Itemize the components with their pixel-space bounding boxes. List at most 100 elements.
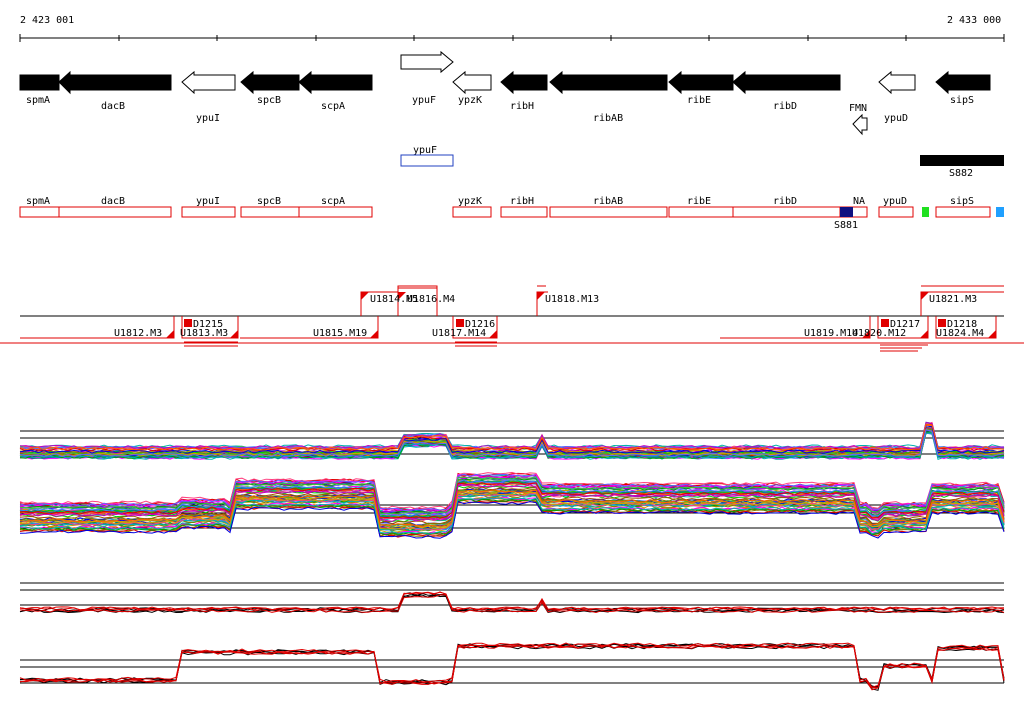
gene-arrow-ypuF[interactable] <box>400 50 454 74</box>
gene-arrow-ribAB[interactable] <box>549 70 668 95</box>
expression-panel-4 <box>19 642 1005 691</box>
annot-label-ribD: ribD <box>773 196 797 207</box>
expression-trace <box>19 489 1005 528</box>
annot-box-sipS[interactable] <box>935 206 991 218</box>
annot-box-ribE[interactable] <box>668 206 734 218</box>
annot-box-ribD[interactable] <box>732 206 841 218</box>
expression-trace <box>19 591 1005 611</box>
feature-label-S882: S882 <box>949 168 973 179</box>
expression-trace <box>19 479 1005 517</box>
transcript-label-U1821: U1821.M3 <box>929 294 977 305</box>
gene-label-ypzK: ypzK <box>458 95 482 106</box>
annot-box-spmA[interactable] <box>19 206 60 218</box>
gene-label-ribE: ribE <box>687 95 711 106</box>
annot-label-NA: NA <box>853 196 865 207</box>
expression-trace <box>19 476 1005 515</box>
gene-arrow-ypuI[interactable] <box>181 70 236 95</box>
gene-arrow-ribE[interactable] <box>668 70 734 95</box>
annot-label-spmA: spmA <box>26 196 50 207</box>
down-label-D1215: D1215 <box>193 319 223 330</box>
annot-marker-navy <box>840 207 853 217</box>
gene-arrow-dacB[interactable] <box>58 70 172 95</box>
transcript-label-U1813: U1813.M3 <box>180 328 228 339</box>
expression-trace <box>19 429 1005 457</box>
expression-trace <box>19 426 1005 454</box>
annot-box-ypzK[interactable] <box>452 206 492 218</box>
gene-arrow-ribH[interactable] <box>500 70 548 95</box>
gene-arrow-spmA[interactable] <box>19 74 60 91</box>
annot-label-ypuD: ypuD <box>883 196 907 207</box>
annot-label-S881: S881 <box>834 220 858 231</box>
expression-trace <box>19 421 1005 449</box>
gene-arrow-spcB[interactable] <box>240 70 300 95</box>
expression-trace <box>19 591 1005 611</box>
gene-arrow-scpA[interactable] <box>298 70 373 95</box>
annot-label-ribE: ribE <box>687 196 711 207</box>
annot-label-ypzK: ypzK <box>458 196 482 207</box>
expression-trace <box>19 642 1005 688</box>
ruler-end-label: 2 433 000 <box>947 15 1001 26</box>
annot-box-ribAB[interactable] <box>549 206 668 218</box>
expression-trace <box>19 421 1005 450</box>
expression-tracks <box>19 421 1005 691</box>
expression-trace <box>19 480 1005 518</box>
gene-labels: spmA dacB ypuI spcB scpA ypuF ypzK ribH … <box>26 95 974 124</box>
annot-box-ypuD[interactable] <box>878 206 914 218</box>
gene-label-dacB: dacB <box>101 101 125 112</box>
expression-trace <box>19 498 1005 536</box>
annot-box-ribH[interactable] <box>500 206 548 218</box>
gene-arrow-sipS[interactable] <box>935 70 991 95</box>
expression-trace <box>19 421 1005 450</box>
gene-arrow-ypuD[interactable] <box>878 70 916 95</box>
annot-box-dacB[interactable] <box>58 206 172 218</box>
transcript-label-U1820: U1820.M12 <box>852 328 906 339</box>
transcript-track: U1814.M5 U1816.M4 U1818.M13 U1821.M3 <box>0 285 1024 352</box>
transcript-label-U1814: U1814.M5 <box>370 294 418 305</box>
expression-trace <box>19 500 1005 539</box>
gene-arrow-FMN[interactable] <box>852 113 868 136</box>
transcript-label-U1818: U1818.M13 <box>545 294 599 305</box>
expression-trace <box>19 429 1005 458</box>
gene-label-FMN: FMN <box>849 103 867 114</box>
transcript-label-U1812: U1812.M3 <box>114 328 162 339</box>
transcript-label-U1817: U1817.M14 <box>432 328 486 339</box>
gene-track <box>19 50 991 136</box>
expression-panel-2 <box>19 471 1005 539</box>
annot-box-scpA[interactable] <box>298 206 373 218</box>
gene-arrow-ypzK[interactable] <box>452 70 492 95</box>
gene-label-ypuI: ypuI <box>196 113 220 124</box>
transcript-label-U1819: U1819.M14 <box>804 328 858 339</box>
annot-box-ypuI[interactable] <box>181 206 236 218</box>
transcript-label-U1816: U1816.M4 <box>407 294 455 305</box>
transcript-label-U1824: U1824.M4 <box>936 328 984 339</box>
expression-panel-3 <box>19 591 1005 614</box>
expression-trace <box>19 481 1005 519</box>
gene-arrow-ribD[interactable] <box>732 70 841 95</box>
gene-label-scpA: scpA <box>321 101 345 112</box>
gene-label-sipS: sipS <box>950 95 974 106</box>
expression-trace <box>19 471 1005 510</box>
expression-trace <box>19 483 1005 522</box>
feature-box-S882[interactable] <box>920 155 1004 166</box>
expression-trace <box>19 497 1005 535</box>
gene-label-spcB: spcB <box>257 95 281 106</box>
gene-label-ypuF: ypuF <box>412 95 436 106</box>
expression-trace <box>19 473 1005 512</box>
annot-label-sipS: sipS <box>950 196 974 207</box>
expression-trace <box>19 594 1005 614</box>
annot-box-spcB[interactable] <box>240 206 300 218</box>
feature-box-ypuF[interactable] <box>400 154 454 167</box>
expression-trace <box>19 643 1005 688</box>
annot-marker-cyan <box>996 207 1004 217</box>
gene-label-ypuD: ypuD <box>884 113 908 124</box>
down-label-D1217: D1217 <box>890 319 920 330</box>
feature-label-ypuF: ypuF <box>413 145 437 156</box>
expression-panel-1 <box>19 421 1005 460</box>
gene-label-spmA: spmA <box>26 95 50 106</box>
expression-trace <box>19 644 1005 689</box>
expression-trace <box>19 492 1005 531</box>
expression-trace <box>19 486 1005 525</box>
transcript-label-U1815: U1815.M19 <box>313 328 367 339</box>
